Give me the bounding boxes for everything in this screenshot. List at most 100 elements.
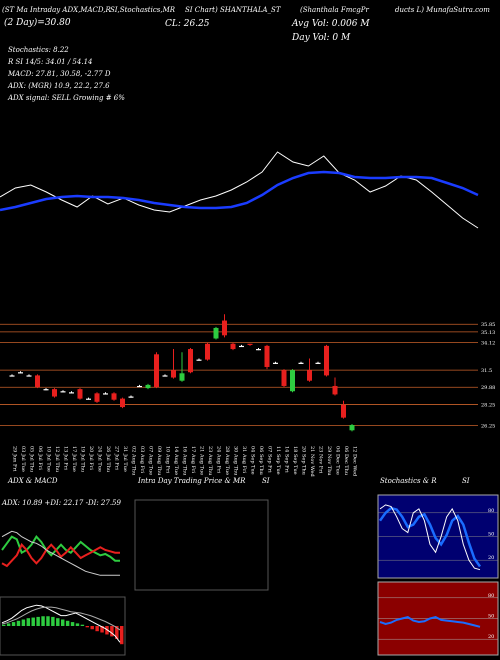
macd-bar xyxy=(21,619,26,626)
date-label: 04 Sep Tue xyxy=(250,446,256,475)
candle-body xyxy=(145,384,151,389)
candle-body xyxy=(137,385,142,388)
candle-body xyxy=(111,393,117,400)
tick-label: 80 xyxy=(488,593,494,599)
panel-title: Stochastics & R xyxy=(380,477,437,485)
macd-bar xyxy=(46,616,50,626)
date-label: 28 Aug Tue xyxy=(224,446,230,475)
date-label: 10 Jul Tue xyxy=(46,446,52,472)
candle-body xyxy=(94,393,100,402)
candle-body xyxy=(298,362,304,364)
panel-title: SI xyxy=(262,477,270,485)
macd-bar xyxy=(16,620,21,626)
macd-bar xyxy=(90,626,94,630)
date-label: 06 Jul Fri xyxy=(37,446,43,470)
macd-bar xyxy=(120,626,124,645)
header-line: SI,Stochastics,MR xyxy=(110,6,176,14)
candle-body xyxy=(222,320,227,336)
candle-body xyxy=(213,327,219,339)
candle-body xyxy=(196,359,202,361)
date-label: 11 Sep Tue xyxy=(275,446,281,475)
macd-bar xyxy=(110,626,114,637)
plus-di xyxy=(1,535,120,562)
level-label: 35.85 xyxy=(481,322,495,328)
stat: Stochastics: 8.22 xyxy=(8,46,69,54)
level-label: 26.25 xyxy=(481,424,495,430)
candle-body xyxy=(307,370,312,381)
candle-body xyxy=(128,396,134,398)
level-label: 28.25 xyxy=(481,402,495,408)
candle-body xyxy=(86,398,91,400)
date-label: 05 Jul Thu xyxy=(29,446,35,473)
candle-body xyxy=(69,392,74,394)
tick-label: 50 xyxy=(488,532,494,538)
candle-body xyxy=(230,343,236,350)
date-label: 06 Dec Thu xyxy=(343,446,349,476)
date-label: 17 Aug Fri xyxy=(190,446,196,473)
macd-bar xyxy=(31,617,35,626)
date-label: 03 Aug Fri xyxy=(139,446,145,473)
date-label: 06 Sep Thu xyxy=(258,446,264,476)
candle-body xyxy=(349,425,355,431)
date-label: 30 Aug Thu xyxy=(233,446,239,476)
macd-bar xyxy=(85,626,90,628)
macd-bar xyxy=(65,620,70,626)
candle-body xyxy=(60,391,66,393)
date-label: 23 Aug Thu xyxy=(207,446,213,476)
macd-bar xyxy=(6,623,11,626)
date-label: 27 Jul Fri xyxy=(114,446,120,470)
macd-bar xyxy=(75,623,80,626)
date-label: 09 Aug Thu xyxy=(156,446,162,476)
candle-body xyxy=(281,370,287,386)
candle-body xyxy=(35,375,40,388)
candle-body xyxy=(103,393,108,395)
candle-body xyxy=(154,354,159,388)
date-label: 16 Aug Thu xyxy=(182,446,188,476)
candle-body xyxy=(273,362,278,364)
signal-line xyxy=(1,606,121,631)
price-line xyxy=(0,151,479,229)
macd-bar xyxy=(41,616,45,626)
day-vol: Day Vol: 0 M xyxy=(291,33,351,43)
candle-body xyxy=(43,389,49,391)
date-label: 31 Aug Fri xyxy=(241,446,247,473)
date-label: 14 Aug Tue xyxy=(173,446,179,475)
close: CL: 26.25 xyxy=(165,19,210,29)
macd-bar xyxy=(56,618,60,626)
candle-body xyxy=(120,398,125,408)
macd-bar xyxy=(2,624,6,626)
date-label: 17 Jul Tue xyxy=(71,446,77,472)
avg-vol: Avg Vol: 0.006 M xyxy=(291,19,370,29)
date-label: 13 Jul Fri xyxy=(63,446,69,470)
candle-body xyxy=(77,389,83,399)
date-label: 23 Nov Fri xyxy=(318,446,324,474)
candle-body xyxy=(179,373,185,381)
date-label: 20 Sep Thu xyxy=(301,446,307,476)
level-label: 31.5 xyxy=(481,368,492,374)
rsi-line xyxy=(379,616,481,628)
date-label: 29 Jun Fri xyxy=(12,446,18,472)
candle-body xyxy=(332,385,338,395)
macd-bar xyxy=(70,622,75,626)
stat: ADX signal: SELL Growing # 6% xyxy=(7,94,125,102)
middle-panel xyxy=(134,499,269,591)
candle-body xyxy=(205,343,210,360)
header: (ST Ma Intraday ADX,MACD,R SI,Stochastic… xyxy=(2,6,490,102)
candle-body xyxy=(162,375,168,377)
panel-title: SI xyxy=(462,477,470,485)
stat: MACD: 27.81, 30.58, -2.77 D xyxy=(7,70,111,78)
date-label: 12 Jul Thu xyxy=(54,446,60,473)
date-label: 21 Aug Tue xyxy=(199,446,205,475)
candle-body xyxy=(188,349,193,373)
date-label: 26 Jul Thu xyxy=(105,446,111,473)
macd-bar xyxy=(115,626,119,639)
candle-body xyxy=(18,372,23,374)
date-label: 24 Jul Tue xyxy=(97,446,103,472)
tick-label: 20 xyxy=(488,634,494,640)
date-label: 10 Aug Fri xyxy=(165,446,171,473)
macd-bar xyxy=(61,619,65,626)
date-label: 14 Sep Fri xyxy=(284,446,290,473)
tick-label: 50 xyxy=(488,614,494,620)
candle-body xyxy=(247,343,253,345)
macd-bar xyxy=(51,616,55,626)
